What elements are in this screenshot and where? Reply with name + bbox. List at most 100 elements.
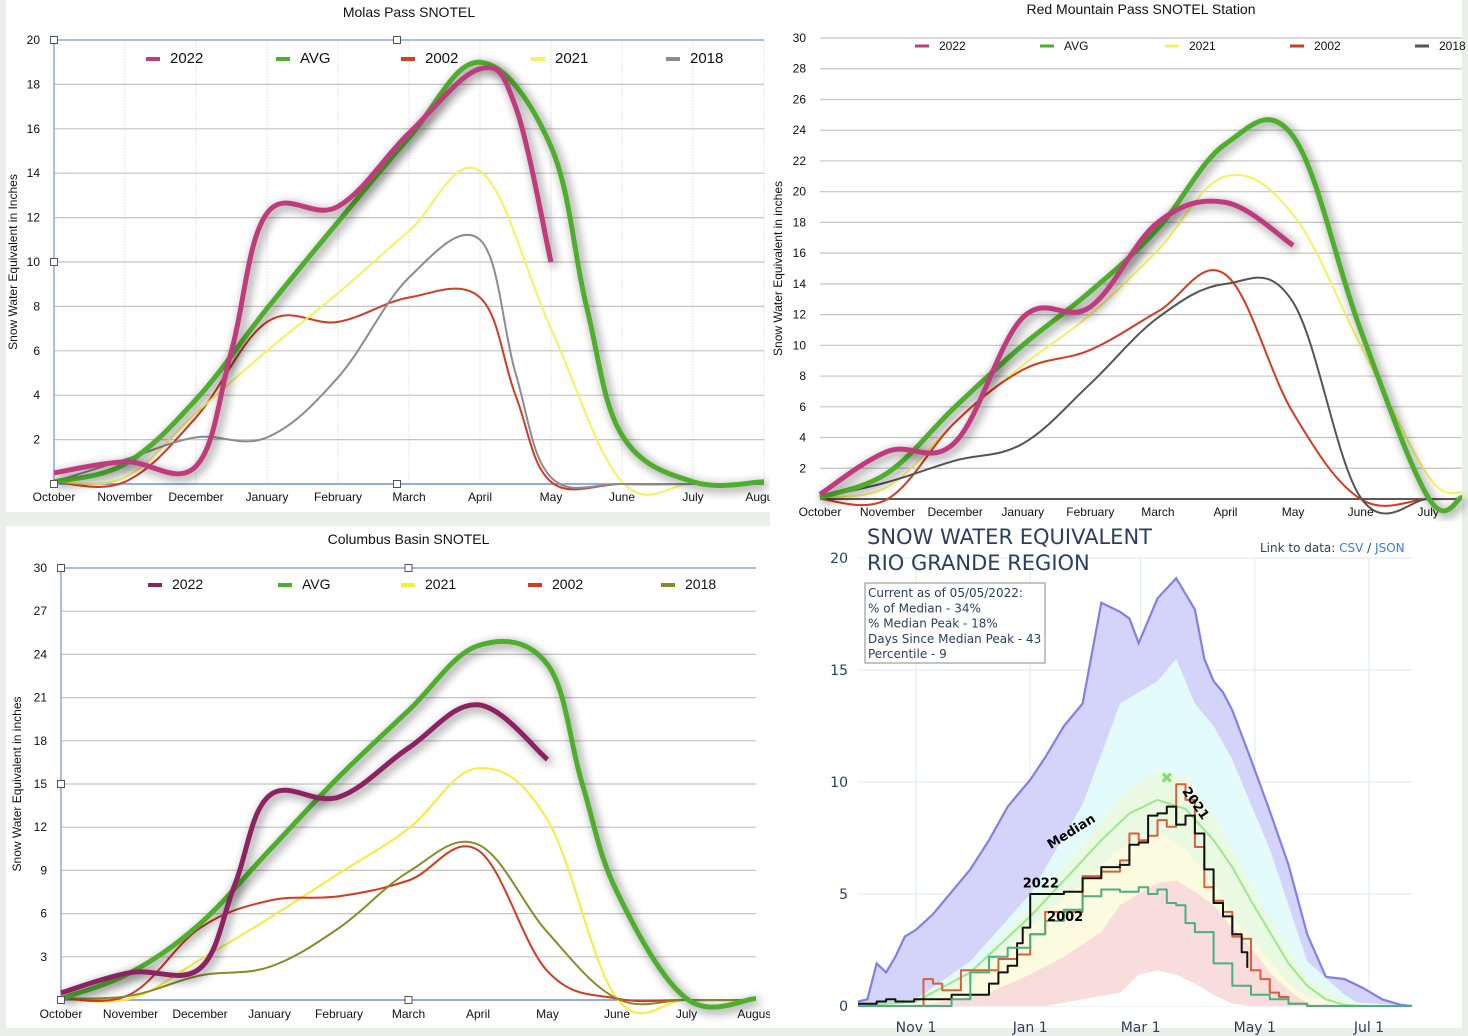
columbus-basin-chart-panel: Columbus Basin SNOTEL 3 6 9 12 15 18 21 24 27 30 Oc… — [6, 526, 775, 1028]
data-link-text: Link to data: — [1260, 541, 1339, 555]
legend-label-2018: 2018 — [1439, 39, 1466, 53]
band-p30 — [858, 880, 1412, 1006]
chart-title: Red Mountain Pass SNOTEL Station — [1026, 1, 1255, 17]
y-tick-label: 10 — [830, 775, 848, 791]
x-tick-label: May — [540, 490, 563, 504]
selection-handle — [57, 780, 65, 788]
y-tick-label: 16 — [793, 246, 807, 260]
x-tick-label: June — [1348, 505, 1374, 519]
selection-handle — [404, 564, 413, 572]
band-line-max — [857, 576, 1413, 1008]
series-line-2022 — [818, 198, 1295, 497]
rio-grande-chart-panel: 0 5 10 15 20 Nov 1 Jan 1 Mar 1 May 1 Jul 1 Median 2… — [770, 522, 1462, 1036]
x-tick-label: Nov 1 — [896, 1020, 937, 1036]
x-tick-label: January — [246, 490, 289, 504]
red-mountain-chart: Red Mountain Pass SNOTEL Station24681012… — [771, 1, 1466, 519]
y-tick-label: 24 — [34, 647, 48, 661]
x-tick-label: Mar 1 — [1121, 1020, 1161, 1036]
info-box-line: Percentile - 9 — [868, 647, 947, 661]
y-tick-label: 5 — [839, 887, 848, 903]
x-tick-label: May — [1282, 505, 1305, 519]
y-tick-label: 15 — [34, 777, 48, 791]
y-tick-label: 21 — [34, 691, 48, 705]
x-tick-label: March — [392, 1007, 425, 1021]
chart-title: Columbus Basin SNOTEL — [328, 531, 490, 547]
y-tick-label: 20 — [793, 185, 807, 199]
y-tick-label: 22 — [793, 154, 807, 168]
info-box — [864, 582, 1046, 664]
legend-label-2022: 2022 — [170, 50, 203, 67]
chart-title: Molas Pass SNOTEL — [343, 4, 475, 20]
y-tick-label: 15 — [830, 663, 848, 679]
info-box-line: Days Since Median Peak - 43 — [868, 632, 1041, 646]
selection-handle — [57, 996, 65, 1004]
selection-handle — [393, 480, 401, 488]
median-peak-marker — [1161, 772, 1172, 783]
series-line-avg — [53, 59, 765, 489]
legend-label-2021: 2021 — [425, 576, 456, 592]
y-tick-label: 20 — [830, 551, 848, 567]
legend-label-avg: AVG — [300, 50, 331, 67]
y-tick-label: 12 — [34, 820, 48, 834]
series-line-2018 — [60, 840, 757, 1006]
y-tick-label: 12 — [27, 211, 41, 225]
y-tick-label: 18 — [27, 77, 41, 91]
series-line-2002 — [60, 845, 757, 1003]
x-tick-label: April — [468, 490, 492, 504]
series-line-2002 — [819, 269, 1462, 507]
legend-label-2002: 2002 — [552, 576, 583, 592]
series-line-2021 — [60, 767, 757, 1015]
y-tick-label: 28 — [793, 62, 807, 76]
y-tick-label: 26 — [793, 92, 807, 106]
info-box-line: % of Median - 34% — [868, 601, 981, 615]
series-line-2021 — [53, 166, 765, 496]
y-tick-label: 10 — [27, 255, 41, 269]
legend-label-2021: 2021 — [555, 50, 588, 67]
legend-label-avg: AVG — [1064, 39, 1088, 53]
y-tick-label: 18 — [793, 215, 807, 229]
x-tick-label: Jul 1 — [1353, 1020, 1384, 1036]
csv-link[interactable]: CSV — [1339, 541, 1364, 555]
y-tick-label: 2 — [799, 461, 806, 475]
band-min — [858, 970, 1412, 1006]
series-line-avg — [819, 117, 1464, 514]
selection-handle — [50, 480, 58, 488]
x-tick-label: October — [40, 1007, 83, 1021]
legend-label-2022: 2022 — [939, 39, 966, 53]
selection-handle — [393, 36, 401, 44]
y-tick-label: 6 — [40, 907, 47, 921]
chart-title: SNOW WATER EQUIVALENT — [867, 525, 1152, 549]
y-tick-label: 8 — [799, 369, 806, 383]
x-tick-label: May 1 — [1234, 1020, 1276, 1036]
legend-label-2002: 2002 — [1314, 39, 1341, 53]
y-tick-label: 8 — [33, 299, 40, 313]
x-tick-label: June — [609, 490, 635, 504]
x-tick-label: March — [1141, 505, 1174, 519]
x-tick-label: April — [1213, 505, 1237, 519]
x-tick-label: March — [392, 490, 425, 504]
legend-label-2002: 2002 — [425, 50, 458, 67]
x-tick-label: November — [103, 1007, 158, 1021]
y-tick-label: 3 — [40, 950, 47, 964]
x-tick-label: August — [737, 1007, 775, 1021]
x-tick-label: October — [799, 505, 842, 519]
y-tick-label: 6 — [799, 400, 806, 414]
json-link[interactable]: JSON — [1374, 541, 1405, 555]
legend-label-2018: 2018 — [690, 50, 723, 67]
legend-label-avg: AVG — [302, 576, 331, 592]
y-tick-label: 27 — [34, 604, 48, 618]
x-tick-label: June — [604, 1007, 630, 1021]
annotation-2022: 2022 — [1023, 876, 1059, 891]
annotation-2002: 2002 — [1047, 910, 1083, 925]
y-tick-label: 24 — [793, 123, 807, 137]
y-tick-label: 30 — [34, 561, 48, 575]
legend-label-2018: 2018 — [685, 576, 716, 592]
x-tick-label: January — [1001, 505, 1044, 519]
x-tick-label: November — [97, 490, 152, 504]
x-tick-label: December — [168, 490, 223, 504]
x-tick-label: February — [315, 1007, 363, 1021]
series-line-2002 — [858, 886, 1412, 1007]
marker-stroke — [1161, 772, 1172, 783]
y-tick-label: 16 — [27, 122, 41, 136]
